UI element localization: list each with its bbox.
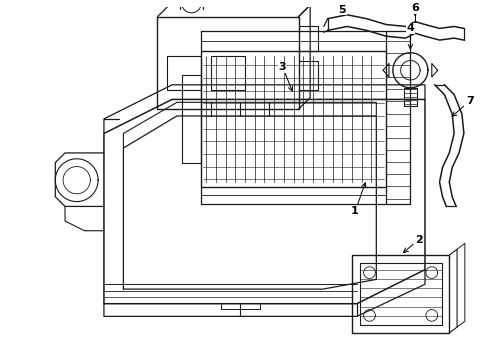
Text: 3: 3: [278, 62, 286, 72]
Text: 6: 6: [411, 3, 419, 13]
Text: 7: 7: [466, 96, 474, 106]
Text: 1: 1: [351, 206, 359, 216]
Text: 5: 5: [339, 5, 346, 15]
Text: 4: 4: [406, 23, 415, 33]
Text: 2: 2: [415, 234, 423, 244]
